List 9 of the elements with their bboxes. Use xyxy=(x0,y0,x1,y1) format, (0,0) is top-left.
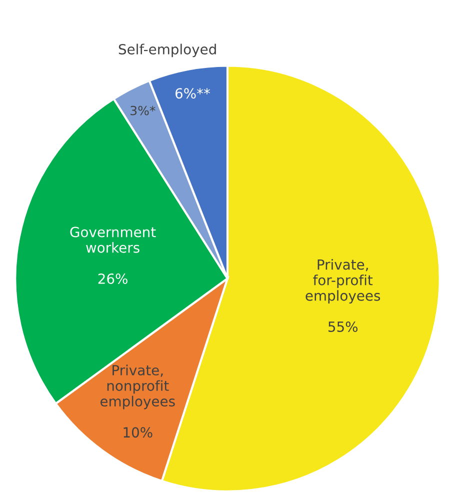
data-label: 6%** xyxy=(175,88,210,99)
data-label: 26% xyxy=(98,273,128,284)
data-label: 10% xyxy=(124,427,152,438)
slice-label: Government workers xyxy=(70,226,156,253)
data-label: 3%* xyxy=(130,106,156,116)
slice-label: Private, for-profit employees xyxy=(306,259,380,304)
data-label: 55% xyxy=(328,321,358,332)
slice-label: Private, nonprofit employees xyxy=(100,364,175,410)
text: Self-employed xyxy=(118,44,216,58)
